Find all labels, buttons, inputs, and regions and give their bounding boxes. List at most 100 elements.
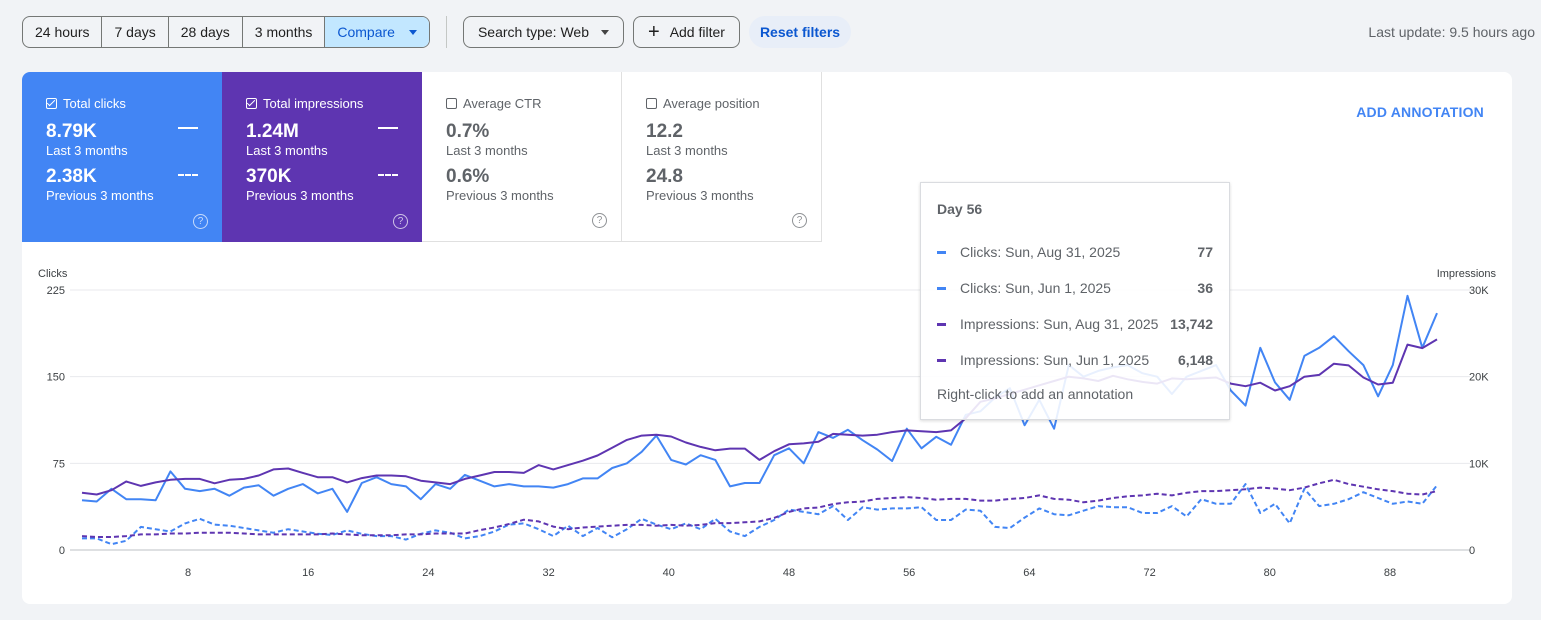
range-3-months[interactable]: 3 months	[243, 17, 326, 47]
dashed-line-icon	[937, 286, 946, 290]
solid-line-icon	[178, 127, 198, 129]
tooltip-series-name: Clicks: Sun, Aug 31, 2025	[960, 244, 1121, 260]
add-filter-button[interactable]: + Add filter	[633, 16, 740, 48]
solid-line-icon	[378, 127, 398, 129]
chevron-down-icon	[601, 29, 609, 35]
range-7-days[interactable]: 7 days	[102, 17, 169, 47]
metric-total-clicks[interactable]: Total clicks 8.79K Last 3 months 2.38K P…	[22, 72, 222, 242]
right-tick-label: 0	[1469, 545, 1475, 557]
metric-prev-period: Previous 3 months	[46, 188, 154, 203]
tooltip-row: Impressions: Sun, Jun 1, 2025 6,148	[937, 342, 1213, 378]
right-tick-label: 10K	[1469, 458, 1489, 470]
series-line-1	[82, 483, 1438, 546]
help-icon[interactable]: ?	[592, 213, 607, 228]
add-annotation-button[interactable]: ADD ANNOTATION	[1356, 104, 1484, 120]
tooltip-series-name: Clicks: Sun, Jun 1, 2025	[960, 280, 1111, 296]
series-line-2	[81, 338, 1438, 496]
series-line-3	[81, 478, 1438, 538]
dashed-line-icon	[937, 358, 946, 362]
metric-prev-value: 24.8	[646, 166, 683, 187]
metric-prev-value: 370K	[246, 166, 292, 187]
metric-value: 12.2	[646, 121, 683, 142]
solid-line-icon	[937, 250, 946, 254]
metric-value: 0.7%	[446, 121, 490, 142]
checkbox-empty-icon[interactable]	[646, 98, 657, 109]
metric-period: Last 3 months	[246, 143, 328, 158]
tooltip-series-name: Impressions: Sun, Aug 31, 2025	[960, 316, 1159, 332]
tooltip-footer: Right-click to add an annotation	[937, 386, 1134, 402]
search-type-label: Search type: Web	[477, 24, 589, 40]
metric-period: Last 3 months	[646, 143, 728, 158]
tooltip-row: Impressions: Sun, Aug 31, 2025 13,742	[937, 306, 1213, 342]
metric-total-impressions[interactable]: Total impressions 1.24M Last 3 months 37…	[222, 72, 422, 242]
chart-series	[81, 294, 1438, 546]
x-tick-label: 32	[542, 567, 554, 579]
left-axis-label: Clicks	[38, 268, 68, 280]
compare-button[interactable]: Compare	[325, 17, 429, 47]
checkbox-empty-icon[interactable]	[446, 98, 457, 109]
x-tick-label: 24	[422, 567, 434, 579]
metric-average-ctr[interactable]: Average CTR 0.7% Last 3 months 0.6% Prev…	[422, 72, 622, 242]
metric-prev-value: 0.6%	[446, 166, 490, 187]
x-tick-label: 72	[1143, 567, 1155, 579]
last-update-text: Last update: 9.5 hours ago	[1368, 24, 1535, 40]
metric-value: 8.79K	[46, 121, 97, 142]
compare-label: Compare	[337, 24, 395, 40]
series-line-0	[81, 294, 1438, 513]
x-tick-label: 8	[185, 567, 191, 579]
chevron-down-icon	[408, 29, 417, 35]
x-tick-label: 40	[663, 567, 675, 579]
metric-prev-period: Previous 3 months	[446, 188, 554, 203]
add-filter-label: Add filter	[669, 24, 725, 40]
tooltip-row: Clicks: Sun, Aug 31, 2025 77	[937, 234, 1213, 270]
x-tick-label: 88	[1384, 567, 1396, 579]
tooltip-series-name: Impressions: Sun, Jun 1, 2025	[960, 352, 1150, 368]
metric-label: Average CTR	[446, 96, 597, 111]
tooltip-series-value: 36	[1197, 280, 1213, 296]
x-tick-label: 48	[783, 567, 795, 579]
plus-icon: +	[648, 21, 660, 43]
range-28-days[interactable]: 28 days	[169, 17, 243, 47]
right-axis-label: Impressions	[1437, 268, 1497, 280]
help-icon[interactable]: ?	[792, 213, 807, 228]
metric-average-position[interactable]: Average position 12.2 Last 3 months 24.8…	[622, 72, 822, 242]
help-icon[interactable]: ?	[193, 214, 208, 229]
range-24-hours[interactable]: 24 hours	[23, 17, 103, 47]
x-tick-label: 64	[1023, 567, 1035, 579]
metric-label: Average position	[646, 96, 797, 111]
left-tick-label: 0	[59, 545, 65, 557]
metric-period: Last 3 months	[446, 143, 528, 158]
help-icon[interactable]: ?	[393, 214, 408, 229]
divider	[445, 16, 447, 48]
toolbar: 24 hours 7 days 28 days 3 months Compare…	[22, 16, 852, 48]
metric-period: Last 3 months	[46, 143, 128, 158]
performance-chart[interactable]: Clicks Impressions 0 0 75 10K 150 20K 225 30K 8 1…	[22, 72, 1512, 604]
left-tick-label: 225	[47, 285, 65, 297]
checkbox-checked-icon[interactable]	[46, 98, 57, 109]
tooltip-row: Clicks: Sun, Jun 1, 2025 36	[937, 270, 1213, 306]
search-type-dropdown[interactable]: Search type: Web	[462, 16, 624, 48]
metric-prev-value: 2.38K	[46, 166, 97, 187]
checkbox-checked-icon[interactable]	[246, 98, 257, 109]
metric-prev-period: Previous 3 months	[646, 188, 754, 203]
dashed-line-icon	[378, 174, 398, 176]
tooltip-title: Day 56	[937, 201, 983, 217]
reset-filters-button[interactable]: Reset filters	[748, 16, 852, 48]
left-tick-label: 150	[47, 372, 65, 384]
date-range-selector: 24 hours 7 days 28 days 3 months Compare	[22, 16, 430, 48]
metric-prev-period: Previous 3 months	[246, 188, 354, 203]
x-tick-label: 56	[903, 567, 915, 579]
tooltip-series-value: 6,148	[1177, 352, 1213, 368]
tooltip-series-value: 77	[1197, 244, 1213, 260]
x-tick-label: 80	[1264, 567, 1276, 579]
solid-line-icon	[937, 322, 946, 326]
tooltip-series-value: 13,742	[1170, 316, 1213, 332]
left-tick-label: 75	[53, 458, 65, 470]
metric-label: Total clicks	[46, 96, 198, 111]
metric-label: Total impressions	[246, 96, 398, 111]
right-tick-label: 30K	[1469, 285, 1489, 297]
dashed-line-icon	[178, 174, 198, 176]
right-tick-label: 20K	[1469, 372, 1489, 384]
chart-tooltip: Day 56 Clicks: Sun, Aug 31, 2025 77 Clicks…	[920, 182, 1230, 420]
chart-ticks: 0 0 75 10K 150 20K 225 30K 8 16 24 32 40 48 56 64 72 80 88	[47, 285, 1490, 579]
